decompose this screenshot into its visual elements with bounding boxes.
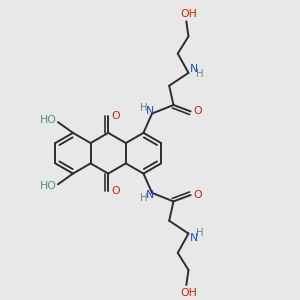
Text: OH: OH: [180, 287, 197, 298]
Text: OH: OH: [180, 9, 197, 19]
Text: H: H: [140, 193, 147, 203]
Text: O: O: [111, 111, 120, 121]
Text: H: H: [140, 103, 147, 113]
Text: O: O: [111, 186, 120, 196]
Text: N: N: [190, 64, 198, 74]
Text: HO: HO: [40, 115, 57, 125]
Text: N: N: [146, 190, 154, 200]
Text: H: H: [196, 227, 204, 238]
Text: HO: HO: [40, 182, 57, 191]
Text: N: N: [146, 106, 154, 116]
Text: O: O: [194, 190, 203, 200]
Text: O: O: [194, 106, 203, 116]
Text: N: N: [190, 233, 198, 243]
Text: H: H: [196, 69, 204, 79]
